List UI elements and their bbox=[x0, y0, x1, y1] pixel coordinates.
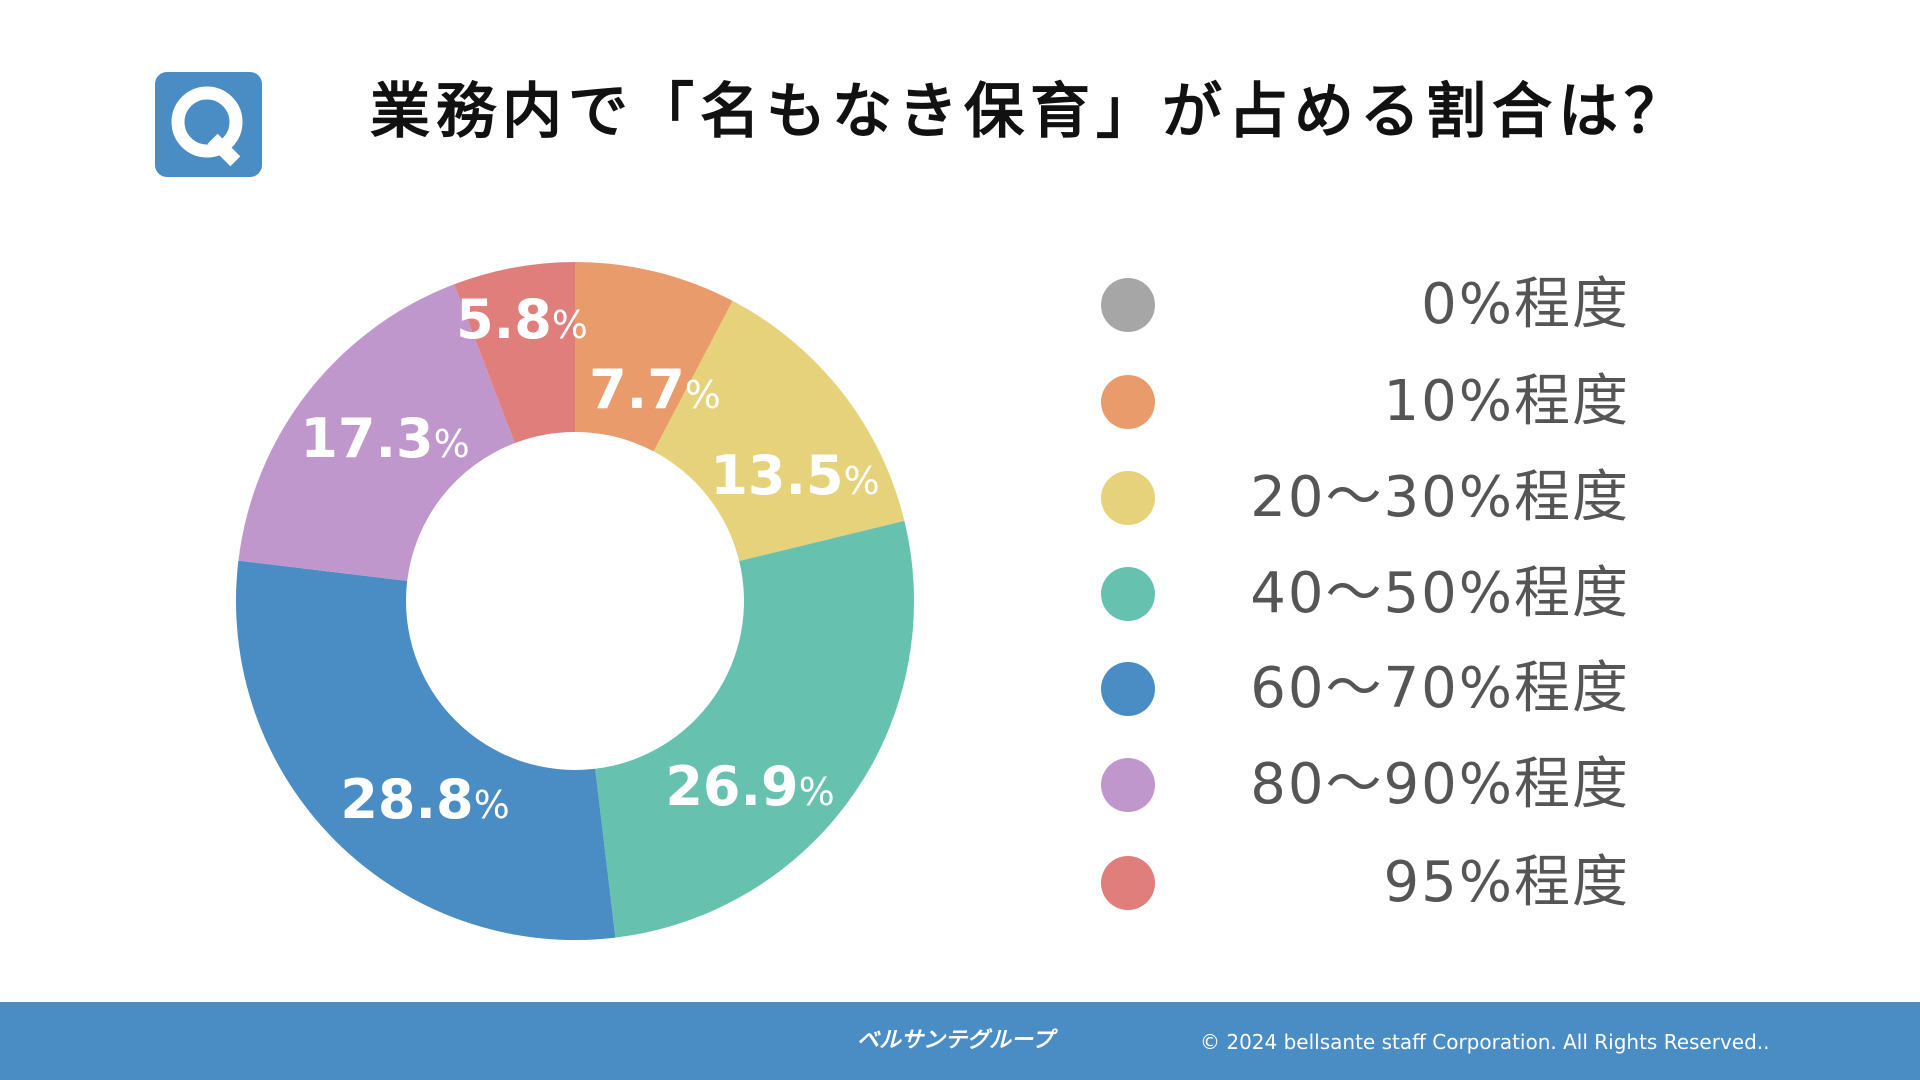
legend-item: 0%程度 bbox=[1100, 275, 1630, 335]
legend-item: 40〜50%程度 bbox=[1100, 564, 1630, 624]
footer: ベルサンテグループ © 2024 bellsante staff Corpora… bbox=[0, 1002, 1920, 1080]
legend-item: 80〜90%程度 bbox=[1100, 755, 1630, 815]
legend-dot-icon bbox=[1101, 278, 1155, 332]
legend-label: 80〜90%程度 bbox=[1250, 752, 1630, 817]
legend-dot-icon bbox=[1101, 758, 1155, 812]
legend-label: 60〜70%程度 bbox=[1250, 656, 1630, 721]
legend-label: 40〜50%程度 bbox=[1250, 561, 1630, 626]
data-label: 28.8% bbox=[340, 768, 509, 831]
legend-item: 20〜30%程度 bbox=[1100, 468, 1630, 528]
company-logo: ベルサンテグループ bbox=[857, 1028, 1054, 1053]
legend-label: 0%程度 bbox=[1421, 272, 1630, 337]
legend-label: 10%程度 bbox=[1383, 369, 1630, 434]
legend-label: 20〜30%程度 bbox=[1250, 465, 1630, 530]
data-label: 17.3% bbox=[300, 407, 469, 470]
legend-item: 10%程度 bbox=[1100, 372, 1630, 432]
donut-slice-3 bbox=[595, 520, 914, 938]
donut-slice-5 bbox=[238, 284, 515, 581]
donut-slice-4 bbox=[236, 560, 616, 940]
data-label: 26.9% bbox=[665, 755, 834, 818]
donut-slice-2 bbox=[653, 300, 905, 562]
legend-dot-icon bbox=[1101, 662, 1155, 716]
data-label: 7.7% bbox=[589, 358, 721, 421]
legend-dot-icon bbox=[1101, 471, 1155, 525]
legend-item: 95%程度 bbox=[1100, 853, 1630, 913]
copyright-text: © 2024 bellsante staff Corporation. All … bbox=[1200, 1030, 1770, 1054]
donut-slice-6 bbox=[454, 262, 575, 444]
q-icon bbox=[155, 72, 262, 177]
legend-item: 60〜70%程度 bbox=[1100, 659, 1630, 719]
donut-chart: 7.7% 13.5% 26.9% 28.8% 17.3% 5.8% bbox=[236, 262, 914, 940]
donut-slice-1 bbox=[575, 262, 733, 452]
legend-dot-icon bbox=[1101, 567, 1155, 621]
data-label: 13.5% bbox=[710, 444, 879, 507]
legend-label: 95%程度 bbox=[1383, 850, 1630, 915]
data-label: 5.8% bbox=[456, 288, 588, 351]
page-title: 業務内で「名もなき保育」が占める割合は？ bbox=[370, 77, 1690, 147]
legend-dot-icon bbox=[1101, 856, 1155, 910]
legend-dot-icon bbox=[1101, 375, 1155, 429]
